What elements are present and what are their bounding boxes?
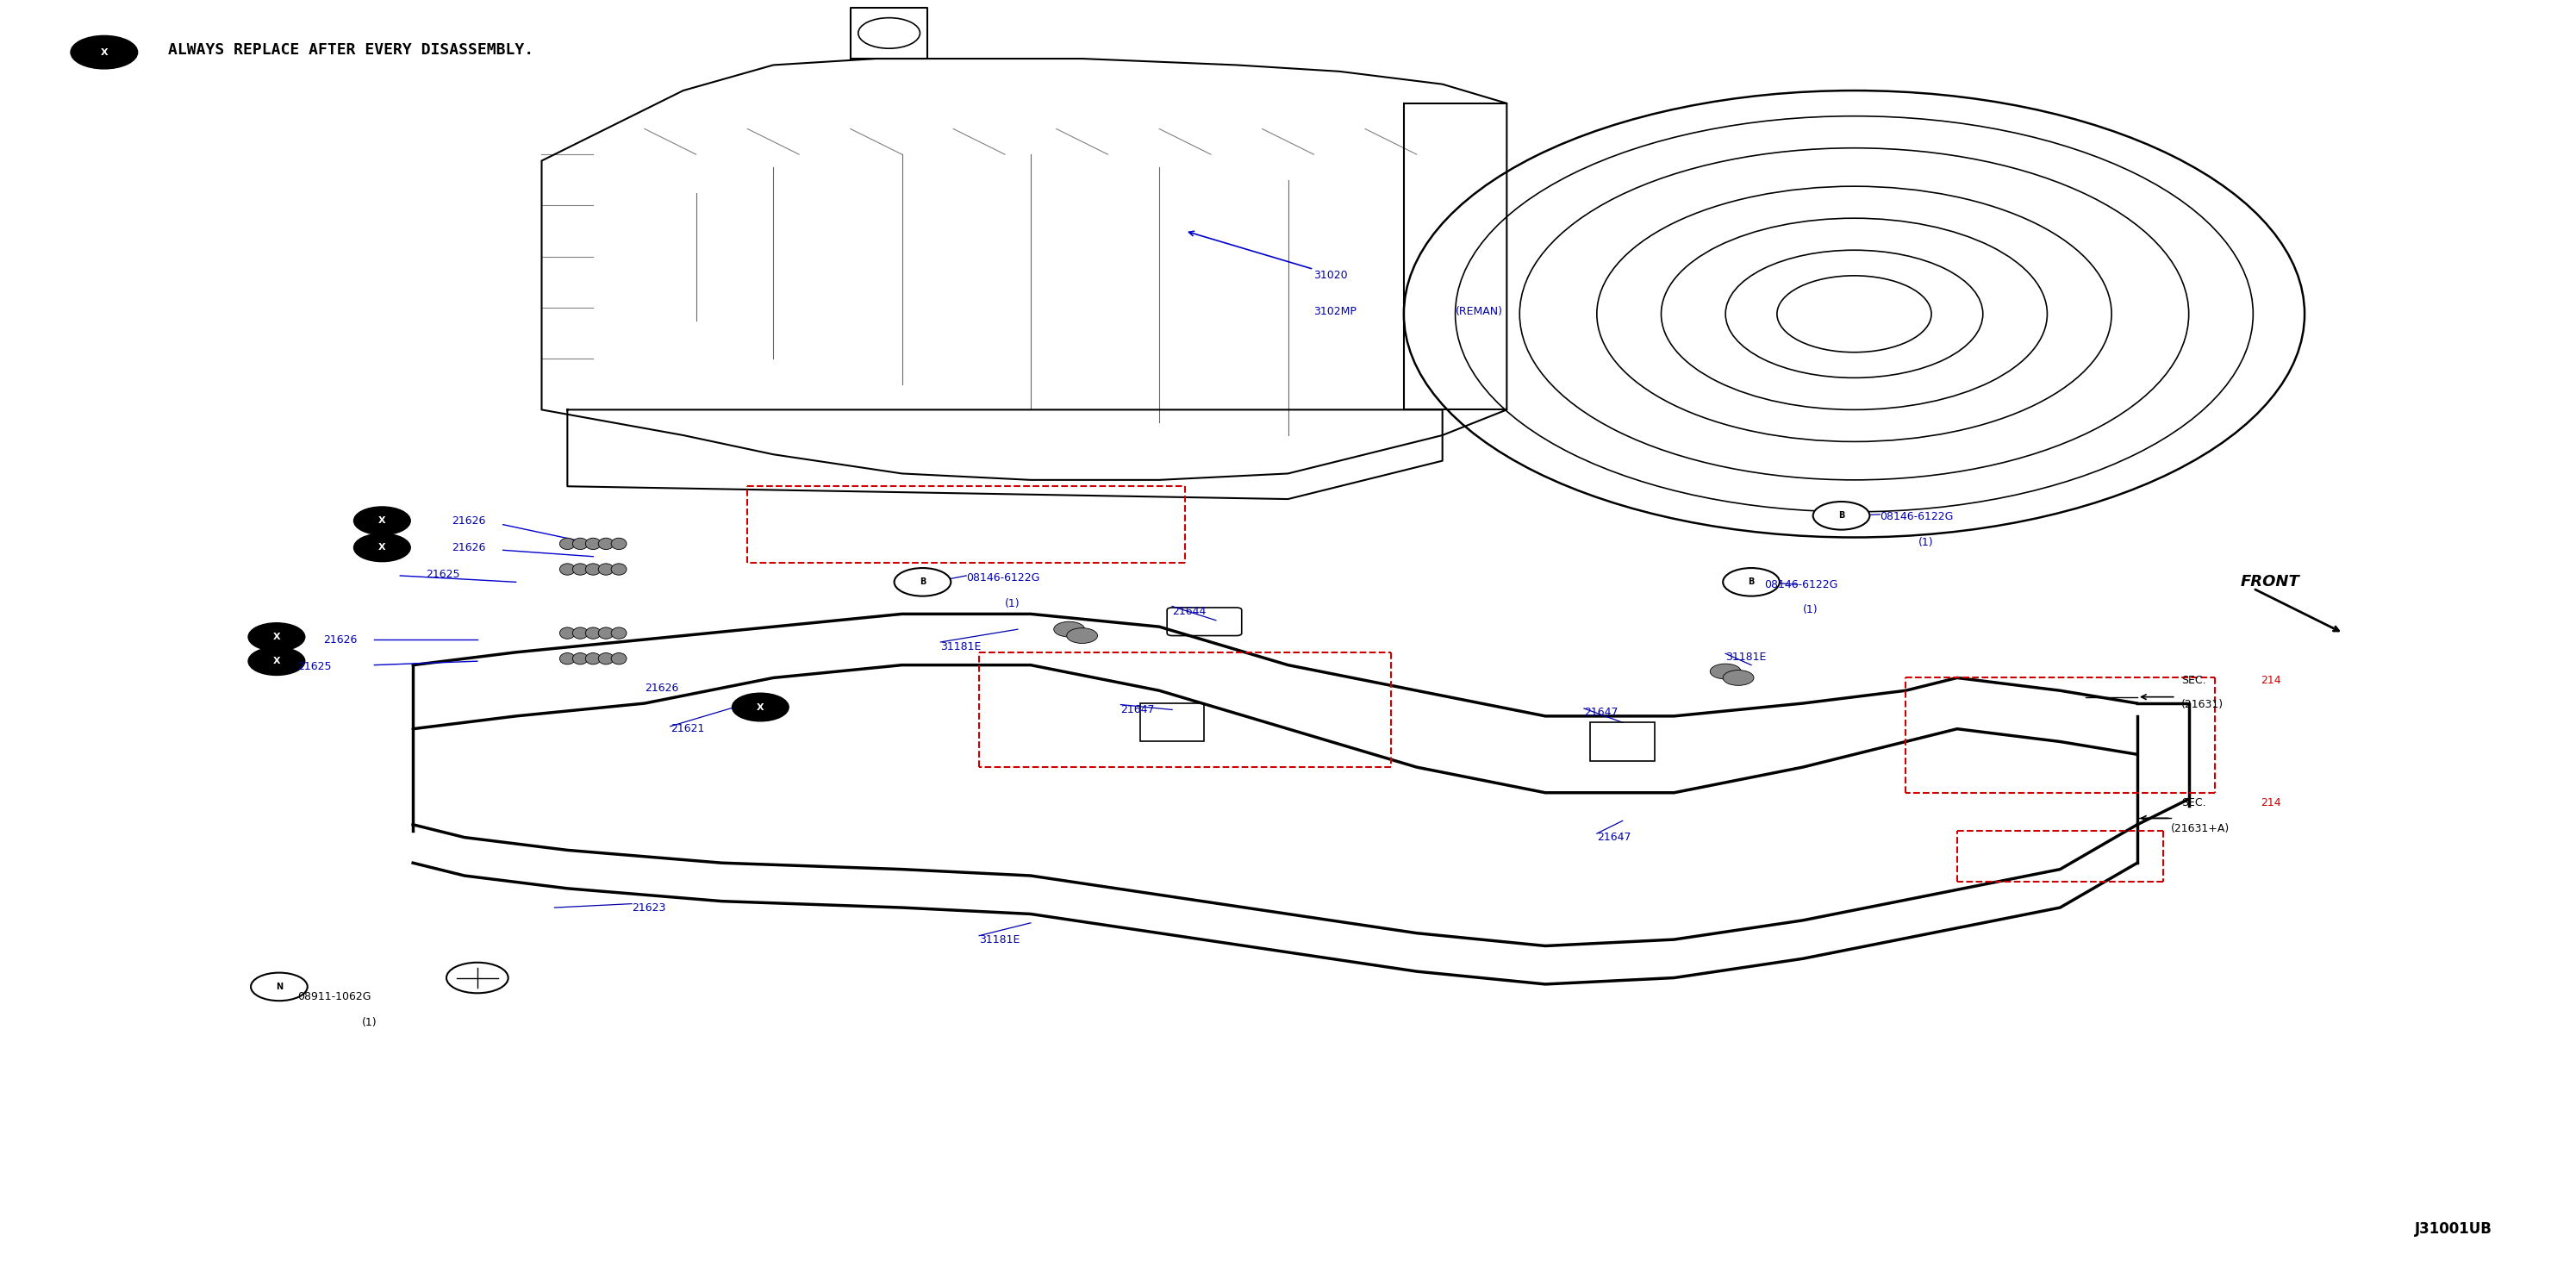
Ellipse shape <box>598 652 613 664</box>
Text: 21625: 21625 <box>425 569 461 579</box>
Circle shape <box>247 647 304 675</box>
Text: (21631): (21631) <box>2182 700 2223 710</box>
Text: 21626: 21626 <box>644 683 677 693</box>
Circle shape <box>250 973 307 1000</box>
Text: B: B <box>1839 512 1844 521</box>
Circle shape <box>1723 670 1754 686</box>
Text: (REMAN): (REMAN) <box>1455 306 1502 317</box>
Circle shape <box>1054 622 1084 637</box>
Text: X: X <box>379 544 386 553</box>
Text: X: X <box>273 657 281 665</box>
Text: FRONT: FRONT <box>2241 574 2300 590</box>
Text: 21644: 21644 <box>1172 606 1206 616</box>
Text: 21626: 21626 <box>322 634 358 645</box>
Ellipse shape <box>585 538 600 550</box>
Bar <box>1141 703 1206 742</box>
Circle shape <box>70 36 137 69</box>
Circle shape <box>353 506 410 535</box>
Text: B: B <box>920 578 925 586</box>
Text: 3102MP: 3102MP <box>1314 306 1358 317</box>
Ellipse shape <box>572 652 587 664</box>
Text: 214: 214 <box>2262 797 2282 808</box>
Ellipse shape <box>598 564 613 576</box>
Text: B: B <box>1749 578 1754 586</box>
Text: 08146-6122G: 08146-6122G <box>1765 579 1837 590</box>
Text: X: X <box>757 703 765 711</box>
Ellipse shape <box>611 652 626 664</box>
Text: (1): (1) <box>1919 537 1935 549</box>
Text: 08146-6122G: 08146-6122G <box>1880 512 1953 523</box>
Text: SEC.: SEC. <box>2182 797 2205 808</box>
Circle shape <box>353 533 410 561</box>
Circle shape <box>732 693 788 721</box>
Text: 21647: 21647 <box>1584 707 1618 718</box>
Circle shape <box>1710 664 1741 679</box>
Text: 31181E: 31181E <box>940 642 981 652</box>
Text: 08911-1062G: 08911-1062G <box>296 991 371 1003</box>
Text: X: X <box>379 517 386 526</box>
Ellipse shape <box>559 538 574 550</box>
Ellipse shape <box>611 628 626 640</box>
Ellipse shape <box>611 564 626 576</box>
Text: ALWAYS REPLACE AFTER EVERY DISASSEMBLY.: ALWAYS REPLACE AFTER EVERY DISASSEMBLY. <box>167 42 533 58</box>
Ellipse shape <box>598 538 613 550</box>
Ellipse shape <box>572 538 587 550</box>
Text: 21647: 21647 <box>1597 831 1631 843</box>
Text: (21631+A): (21631+A) <box>2172 822 2231 834</box>
Ellipse shape <box>585 564 600 576</box>
Ellipse shape <box>572 564 587 576</box>
Ellipse shape <box>559 652 574 664</box>
Circle shape <box>894 568 951 596</box>
Circle shape <box>247 623 304 651</box>
Text: 21625: 21625 <box>296 661 332 671</box>
Bar <box>1589 723 1654 761</box>
Text: 21623: 21623 <box>631 902 665 913</box>
Text: 21626: 21626 <box>451 542 484 554</box>
Text: J31001UB: J31001UB <box>2414 1221 2494 1237</box>
Ellipse shape <box>585 628 600 640</box>
Ellipse shape <box>611 538 626 550</box>
Text: (1): (1) <box>1803 605 1819 615</box>
Text: 21621: 21621 <box>670 723 703 734</box>
Text: 31181E: 31181E <box>979 934 1020 945</box>
Ellipse shape <box>598 628 613 640</box>
Text: (1): (1) <box>1005 599 1020 609</box>
Text: SEC.: SEC. <box>2182 675 2205 686</box>
Text: 21647: 21647 <box>1121 705 1154 715</box>
Circle shape <box>1066 628 1097 643</box>
Ellipse shape <box>572 628 587 640</box>
Text: 21626: 21626 <box>451 515 484 527</box>
Text: N: N <box>276 982 283 991</box>
Ellipse shape <box>559 628 574 640</box>
Text: 31020: 31020 <box>1314 270 1347 281</box>
Text: 08146-6122G: 08146-6122G <box>966 573 1041 583</box>
Text: 31181E: 31181E <box>1726 652 1767 663</box>
Text: X: X <box>273 633 281 641</box>
Circle shape <box>1814 501 1870 530</box>
Ellipse shape <box>559 564 574 576</box>
Text: (1): (1) <box>361 1017 376 1028</box>
Circle shape <box>1723 568 1780 596</box>
Ellipse shape <box>585 652 600 664</box>
Text: 214: 214 <box>2262 675 2282 686</box>
Text: X: X <box>100 47 108 56</box>
